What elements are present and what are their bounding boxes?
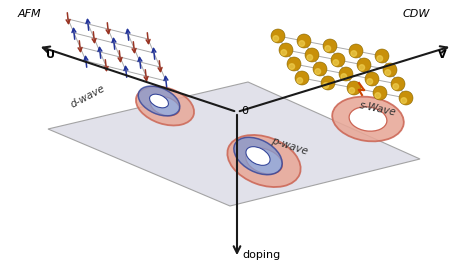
Circle shape xyxy=(325,46,330,51)
Circle shape xyxy=(359,65,365,70)
Text: U: U xyxy=(46,50,55,60)
Circle shape xyxy=(323,39,337,53)
Circle shape xyxy=(399,91,413,105)
Circle shape xyxy=(295,71,309,85)
Ellipse shape xyxy=(332,97,404,141)
Circle shape xyxy=(321,76,335,90)
Circle shape xyxy=(307,55,312,60)
Ellipse shape xyxy=(349,107,387,131)
Circle shape xyxy=(315,69,320,74)
Circle shape xyxy=(331,53,345,67)
Circle shape xyxy=(273,36,279,41)
Circle shape xyxy=(375,49,389,63)
Circle shape xyxy=(401,98,407,103)
Ellipse shape xyxy=(228,135,301,187)
Text: doping: doping xyxy=(242,250,280,260)
Circle shape xyxy=(287,57,301,71)
Ellipse shape xyxy=(234,137,282,175)
Circle shape xyxy=(271,29,285,43)
Circle shape xyxy=(385,70,391,75)
Circle shape xyxy=(357,58,371,72)
Circle shape xyxy=(323,83,328,88)
Text: V: V xyxy=(438,50,447,60)
Text: s-Wave: s-Wave xyxy=(359,100,397,118)
Ellipse shape xyxy=(150,96,180,116)
Circle shape xyxy=(289,64,295,69)
Ellipse shape xyxy=(136,87,194,125)
Circle shape xyxy=(393,84,399,89)
Polygon shape xyxy=(48,82,420,206)
Text: 0: 0 xyxy=(241,106,248,116)
Circle shape xyxy=(279,43,293,57)
Circle shape xyxy=(339,67,353,81)
Ellipse shape xyxy=(246,148,283,174)
Circle shape xyxy=(299,41,305,46)
Circle shape xyxy=(383,63,397,77)
Circle shape xyxy=(349,44,363,58)
Ellipse shape xyxy=(149,94,168,108)
Circle shape xyxy=(375,93,381,98)
Circle shape xyxy=(297,34,311,48)
Text: p-wave: p-wave xyxy=(271,135,310,157)
Circle shape xyxy=(377,56,383,61)
Circle shape xyxy=(341,74,346,79)
Circle shape xyxy=(365,72,379,86)
Circle shape xyxy=(367,79,373,84)
Circle shape xyxy=(373,86,387,100)
Circle shape xyxy=(297,78,302,83)
Ellipse shape xyxy=(138,86,180,116)
Text: d-wave: d-wave xyxy=(69,83,107,109)
Circle shape xyxy=(333,60,338,65)
Ellipse shape xyxy=(246,147,270,165)
Circle shape xyxy=(391,77,405,91)
Circle shape xyxy=(347,81,361,95)
Text: AFM: AFM xyxy=(18,9,42,19)
Circle shape xyxy=(313,62,327,76)
Circle shape xyxy=(351,51,356,56)
Circle shape xyxy=(349,88,355,93)
Circle shape xyxy=(281,50,287,55)
Circle shape xyxy=(305,48,319,62)
Text: CDW: CDW xyxy=(402,9,430,19)
